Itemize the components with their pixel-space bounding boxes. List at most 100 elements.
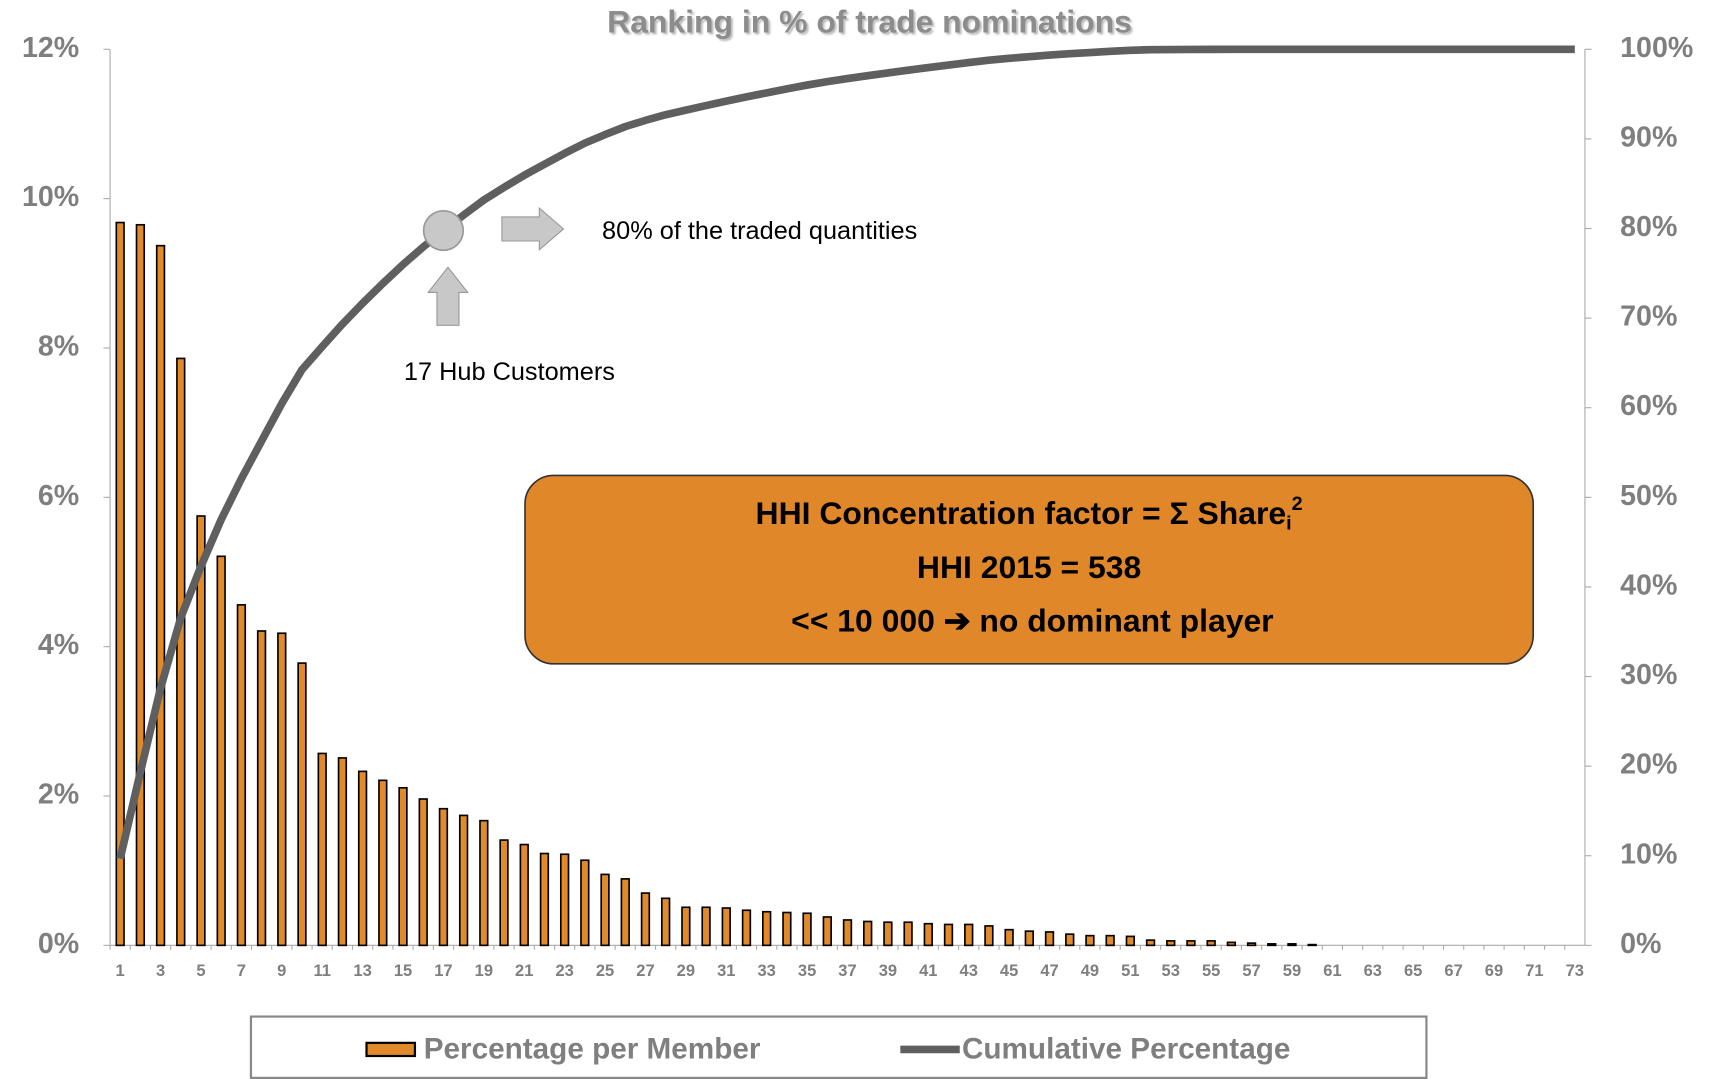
x-tick-label: 1 [116,962,125,980]
box-line: HHI Concentration factor = Σ Sharei2 [756,493,1303,535]
bar [155,244,166,947]
box-line: << 10 000 ➔ no dominant player [791,603,1273,639]
y-tick-label: 2% [38,779,79,811]
legend [249,1015,1428,1079]
superscript: 2 [1292,493,1303,515]
bar [1044,931,1055,947]
bar [1287,943,1297,947]
y-tick-label: 0% [38,928,79,960]
bar [115,221,125,947]
highlight-point [422,210,465,252]
arrow-up [427,266,469,326]
bar [1125,935,1136,947]
y2-tick-label: 60% [1620,390,1677,422]
y-tick-label: 12% [22,32,79,64]
legend-label: Percentage per Member [424,1032,761,1065]
y2-tick-label: 40% [1620,570,1677,602]
x-tick-label: 49 [1081,962,1099,980]
bar [1004,928,1014,947]
bar [701,906,711,947]
bar [499,839,509,947]
y-tick-label: 10% [22,181,79,213]
y-tick-label: 4% [38,629,79,661]
arrow-right [501,206,565,251]
x-tick-label: 27 [636,962,654,980]
bar [176,357,186,947]
bar [539,852,550,947]
y2-tick-label: 80% [1620,211,1677,243]
x-tick-label: 67 [1444,962,1462,980]
x-tick-label: 31 [717,962,735,980]
bar [317,752,327,947]
bar [1065,933,1075,947]
y2-tick-label: 0% [1620,928,1661,960]
bar [863,920,873,947]
y-tick-label: 8% [38,331,79,363]
chart-title: Ranking in % of trade nominations [607,4,1132,40]
bar [135,223,146,947]
bar [883,921,893,947]
bar [438,807,449,947]
bar [1024,930,1035,947]
x-tick-label: 59 [1283,962,1301,980]
y2-tick-label: 30% [1620,659,1677,691]
x-tick-label: 29 [677,962,695,980]
x-tick-label: 65 [1404,962,1422,980]
bar [923,922,933,947]
bar [903,921,913,947]
x-tick-label: 3 [156,962,165,980]
bar [681,906,691,947]
x-tick-label: 35 [798,962,816,980]
y2-tick-label: 10% [1620,838,1677,870]
bar [721,907,731,947]
info-box [524,474,1535,665]
bar [256,630,267,947]
bar [782,911,792,947]
x-tick-label: 51 [1121,962,1139,980]
x-tick-label: 13 [353,962,371,980]
x-tick-label: 21 [515,962,533,980]
bar [357,770,368,947]
x-tick-label: 15 [394,962,412,980]
x-tick-label: 11 [313,962,330,980]
x-tick-label: 45 [1000,962,1018,980]
bar [297,662,307,947]
x-tick-label: 9 [277,962,286,980]
bar [1246,942,1257,947]
x-tick-label: 7 [237,962,246,980]
y2-tick-label: 90% [1620,121,1677,153]
bar [236,604,247,947]
y2-tick-label: 100% [1620,32,1693,64]
y2-tick-label: 70% [1620,301,1677,333]
x-tick-label: 39 [879,962,897,980]
bar [458,814,469,947]
x-tick-label: 63 [1364,962,1382,980]
x-tick-label: 53 [1162,962,1180,980]
bar [660,897,671,947]
bar [1307,943,1317,947]
bar [1085,934,1095,947]
bar [802,912,812,947]
bar [519,843,529,947]
x-tick-label: 33 [757,962,775,980]
bar [1145,939,1156,947]
x-tick-label: 47 [1040,962,1058,980]
bar [964,923,974,947]
bar [1186,940,1196,947]
bar [559,853,570,947]
box-text: HHI Concentration factor = Σ Share [756,495,1287,531]
plot-area: 0% 2% 4% 6% 8% 10% 12% 0% 10% 20% 30% 40% 50% 60% 70% 8… [22,32,1693,980]
x-tick-label: 71 [1525,962,1543,980]
cumulative-line [116,45,1575,860]
bar [741,909,752,947]
x-tick-label: 37 [838,962,856,980]
x-tick-label: 43 [960,962,978,980]
x-tick-label: 19 [475,962,493,980]
bar [943,923,954,947]
bar [337,757,348,947]
legend-label: Cumulative Percentage [962,1032,1290,1065]
y-tick-label: 6% [38,480,79,512]
bar [822,916,832,947]
